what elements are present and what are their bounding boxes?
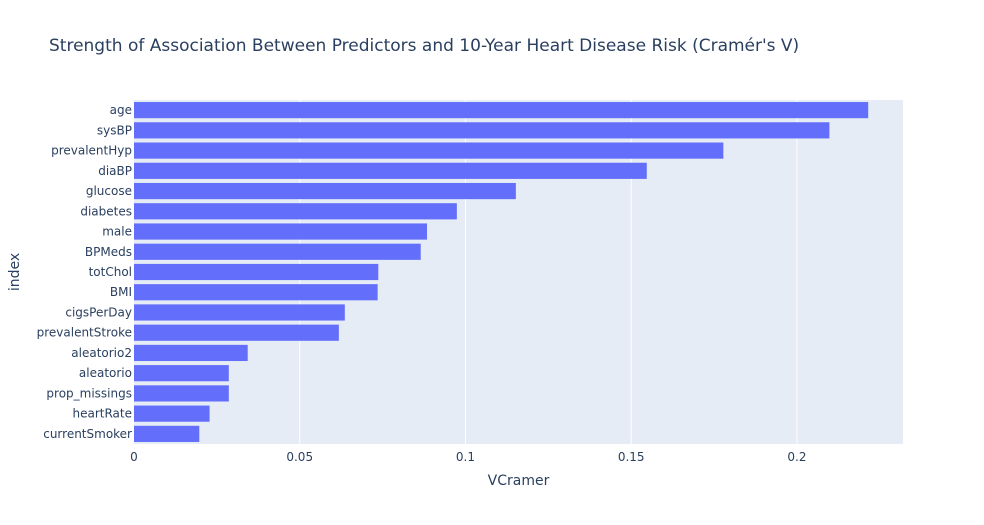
x-tick-label: 0.05 — [286, 450, 313, 464]
y-tick-label: male — [102, 225, 132, 239]
y-tick-label: heartRate — [73, 407, 133, 421]
y-tick-label: prevalentHyp — [51, 144, 132, 158]
bar-totChol — [134, 263, 379, 281]
y-tick-label: cigsPerDay — [65, 305, 132, 319]
y-tick-label: aleatorio — [79, 366, 132, 380]
bar-prop_missings — [134, 385, 229, 402]
y-tick-label: aleatorio2 — [71, 346, 132, 360]
bars — [134, 102, 869, 442]
y-axis-title: index — [7, 253, 23, 291]
y-tick-label: prevalentStroke — [37, 326, 132, 340]
y-tick-label: totChol — [89, 265, 132, 279]
y-tick-label: diaBP — [98, 164, 132, 178]
x-axis-title: VCramer — [488, 473, 550, 489]
bar-aleatorio — [134, 365, 229, 382]
x-axis-tick-labels: 0 0.05 0.1 0.15 0.2 — [130, 450, 806, 464]
y-tick-label: BPMeds — [85, 245, 132, 259]
x-tick-label: 0.1 — [456, 450, 475, 464]
bar-BPMeds — [134, 243, 421, 260]
bar-heartRate — [134, 405, 210, 422]
y-tick-label: sysBP — [97, 123, 132, 137]
bar-male — [134, 223, 428, 240]
chart-title: Strength of Association Between Predicto… — [49, 36, 799, 56]
y-tick-label: prop_missings — [46, 386, 132, 400]
bar-glucose — [134, 182, 516, 200]
y-tick-label: glucose — [86, 184, 132, 198]
y-tick-label: currentSmoker — [43, 427, 132, 441]
x-tick-label: 0.2 — [787, 450, 806, 464]
bar-diaBP — [134, 162, 647, 179]
bar-aleatorio2 — [134, 344, 248, 362]
bar-diabetes — [134, 203, 457, 220]
bar-prevalentStroke — [134, 324, 339, 341]
x-tick-label: 0 — [130, 450, 138, 464]
y-tick-label: BMI — [110, 285, 132, 299]
y-tick-label: age — [110, 103, 132, 117]
bar-prevalentHyp — [134, 142, 724, 159]
bar-currentSmoker — [134, 425, 200, 442]
bar-BMI — [134, 284, 378, 301]
bar-sysBP — [134, 122, 830, 139]
bar-age — [134, 102, 869, 119]
y-tick-label: diabetes — [80, 204, 132, 218]
x-tick-label: 0.15 — [618, 450, 645, 464]
bar-cigsPerDay — [134, 304, 345, 321]
y-axis-tick-labels: age sysBP prevalentHyp diaBP glucose diabetes… — [37, 103, 132, 441]
